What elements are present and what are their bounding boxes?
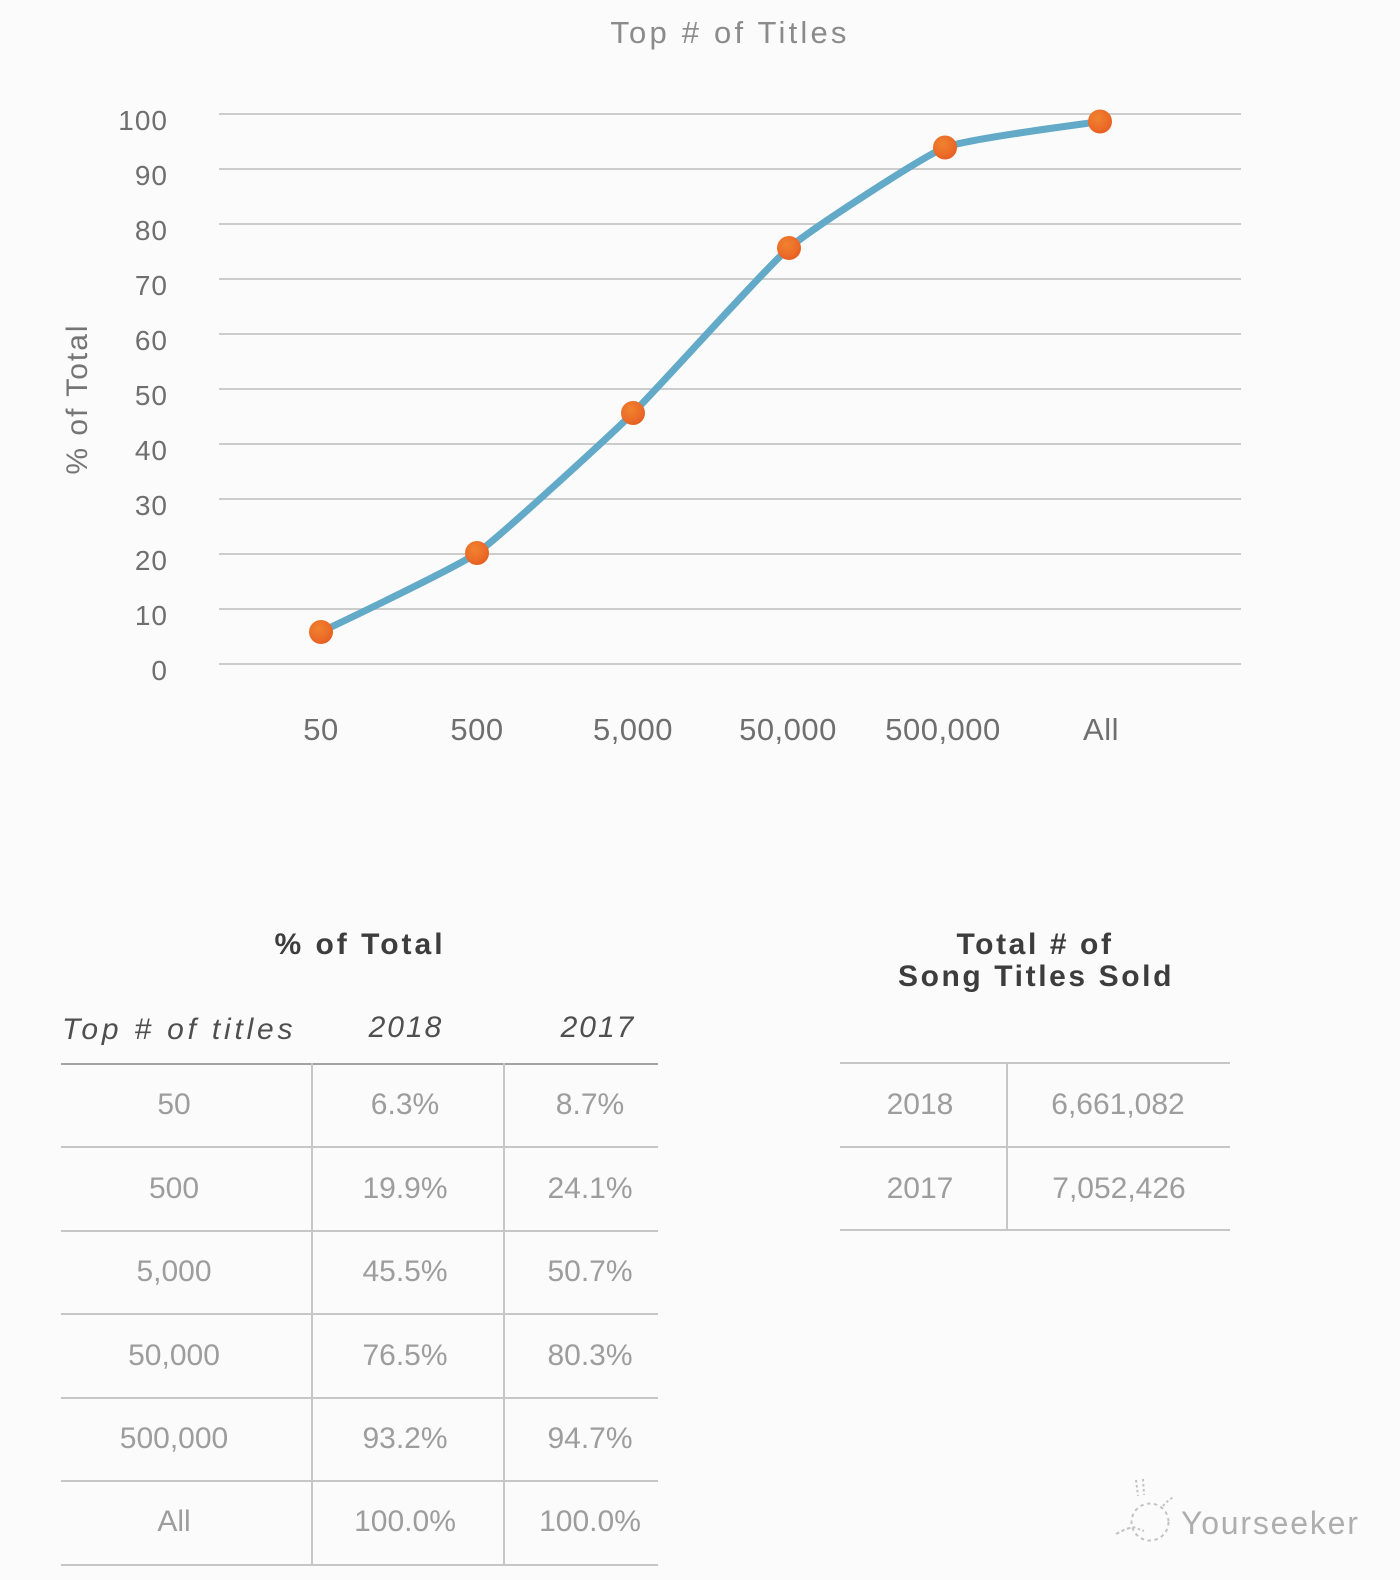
svg-text:Top # of Titles: Top # of Titles bbox=[610, 15, 849, 50]
svg-text:40: 40 bbox=[135, 435, 168, 466]
svg-text:10: 10 bbox=[135, 600, 168, 631]
svg-text:500,000: 500,000 bbox=[885, 712, 1001, 747]
svg-text:100: 100 bbox=[118, 105, 168, 136]
svg-text:60: 60 bbox=[135, 325, 168, 356]
svg-text:70: 70 bbox=[135, 270, 168, 301]
svg-text:50,000: 50,000 bbox=[739, 712, 837, 747]
svg-text:500: 500 bbox=[450, 712, 503, 747]
svg-text:% of Total: % of Total bbox=[61, 323, 94, 474]
svg-text:30: 30 bbox=[135, 490, 168, 521]
svg-text:20: 20 bbox=[135, 545, 168, 576]
svg-text:50: 50 bbox=[135, 380, 168, 411]
svg-text:0: 0 bbox=[151, 655, 168, 686]
svg-text:90: 90 bbox=[135, 160, 168, 191]
svg-text:80: 80 bbox=[135, 215, 168, 246]
svg-text:5,000: 5,000 bbox=[593, 712, 673, 747]
svg-text:50: 50 bbox=[303, 712, 338, 747]
svg-text:All: All bbox=[1083, 712, 1119, 747]
